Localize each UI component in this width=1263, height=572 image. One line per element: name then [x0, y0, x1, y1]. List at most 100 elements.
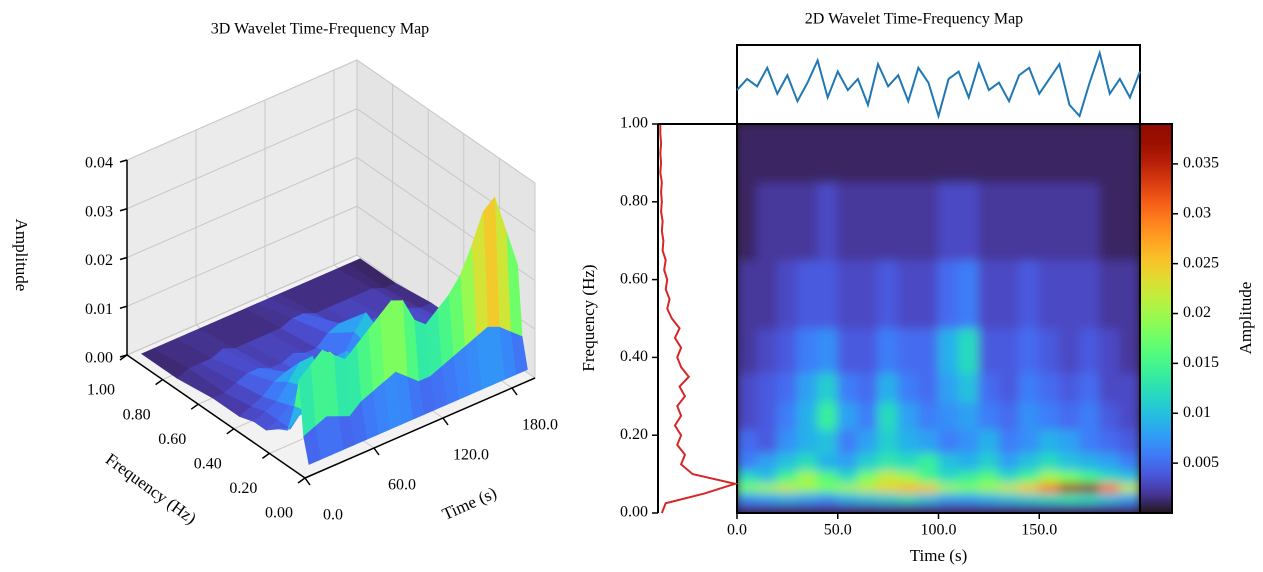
heatmap-cell [1038, 482, 1060, 494]
x-tick-label: 100.0 [921, 522, 957, 539]
heatmap-cell [938, 259, 960, 329]
heatmap-cell [1079, 428, 1101, 454]
heatmap-cell [978, 401, 1000, 430]
heatmap-cell [1018, 428, 1040, 454]
chart-title: 2D Wavelet Time-Frequency Map [805, 11, 1023, 28]
colorbar-tick-label: 0.035 [1183, 155, 1219, 172]
y-tick-label: 0.40 [194, 455, 222, 472]
colorbar-tick-label: 0.02 [1183, 304, 1211, 321]
heatmap-cell [1099, 469, 1121, 484]
heatmap-cell [837, 259, 859, 329]
heatmap-cell [1119, 469, 1140, 484]
x-tick-label: 120.0 [453, 447, 489, 464]
heatmap-cell [857, 482, 879, 494]
heatmap-cell [958, 469, 980, 484]
chart-title: 3D Wavelet Time-Frequency Map [211, 21, 429, 38]
y-tick [297, 477, 306, 484]
heatmap-cell [917, 452, 939, 471]
heatmap-cell [938, 181, 960, 261]
heatmap-cell [796, 259, 819, 329]
heatmap-cell [877, 124, 899, 183]
heatmap-cell [917, 181, 939, 261]
heatmap-cell [938, 492, 960, 504]
heatmap-cell [1079, 181, 1101, 261]
heatmap-cell [877, 502, 899, 513]
heatmap-cell [1058, 428, 1081, 454]
heatmap-cell [897, 469, 919, 484]
heatmap-cell [938, 469, 960, 484]
heatmap-cell [796, 124, 819, 183]
heatmap-cell [776, 372, 798, 403]
heatmap-cell [756, 124, 778, 183]
y-tick-label: 0.60 [158, 431, 186, 448]
x-axis [304, 377, 536, 479]
heatmap-cell [737, 327, 758, 374]
heatmap-cell [776, 181, 798, 261]
colorbar-title: Amplitude [1236, 282, 1255, 355]
heatmap-cell [737, 482, 758, 494]
heatmap-cell [958, 259, 980, 329]
x-tick-label: 150.0 [1021, 522, 1057, 539]
axis-title: Time (s) [910, 546, 967, 565]
heatmap-cell [817, 401, 839, 430]
heatmap-cell [1079, 492, 1101, 504]
heatmap-cell [756, 259, 778, 329]
heatmap-cell [1099, 401, 1121, 430]
heatmap-cell [938, 428, 960, 454]
heatmap-cell [978, 492, 1000, 504]
heatmap-cell [796, 428, 819, 454]
z-tick-label: 0.01 [85, 301, 113, 318]
heatmap-cell [756, 181, 778, 261]
heatmap-cell [817, 372, 839, 403]
heatmap-cell [756, 428, 778, 454]
heatmap-cell [1058, 181, 1081, 261]
colorbar [1139, 123, 1173, 514]
x-tick-label: 0.0 [323, 507, 343, 524]
heatmap-cell [958, 181, 980, 261]
y-tick-label: 1.00 [620, 115, 648, 132]
heatmap-cell [737, 181, 758, 261]
heatmap-cell [1099, 428, 1121, 454]
heatmap-cell [978, 372, 1000, 403]
heatmap-cell [897, 181, 919, 261]
heatmap-cell [1038, 124, 1060, 183]
heatmap-cell [796, 502, 819, 513]
heatmap-cell [737, 469, 758, 484]
axis-title: Frequency (Hz) [579, 264, 598, 371]
heatmap-cell [998, 428, 1020, 454]
heatmap-cell [938, 327, 960, 374]
heatmap-cell [877, 452, 899, 471]
heatmap-cell [998, 401, 1020, 430]
heatmap-cell [897, 482, 919, 494]
heatmap-cell [978, 452, 1000, 471]
heatmap-cell [897, 492, 919, 504]
heatmap-cell [1018, 327, 1040, 374]
heatmap-cell [817, 469, 839, 484]
heatmap-cell [1038, 372, 1060, 403]
heatmap-cell [978, 428, 1000, 454]
heatmap-cell [1099, 327, 1121, 374]
heatmap-cell [978, 482, 1000, 494]
colorbar-tick-label: 0.015 [1183, 354, 1219, 371]
signal-line [736, 49, 1141, 120]
heatmap-grid [737, 124, 1140, 513]
heatmap-cell [998, 502, 1020, 513]
heatmap-cell [776, 502, 798, 513]
heatmap-cell [998, 492, 1020, 504]
heatmap-cell [958, 452, 980, 471]
heatmap-cell [897, 452, 919, 471]
y-tick [261, 452, 270, 460]
heatmap-cell [756, 469, 778, 484]
heatmap-cell [1058, 327, 1081, 374]
heatmap-cell [1099, 452, 1121, 471]
heatmap-cell [1038, 452, 1060, 471]
heatmap-cell [958, 327, 980, 374]
heatmap-cell [817, 181, 839, 261]
heatmap-cell [877, 492, 899, 504]
heatmap-cell [817, 492, 839, 504]
heatmap-cell [1119, 428, 1140, 454]
z-tick [119, 305, 128, 309]
heatmap-cell [776, 452, 798, 471]
heatmap-cell [857, 327, 879, 374]
heatmap-cell [817, 259, 839, 329]
